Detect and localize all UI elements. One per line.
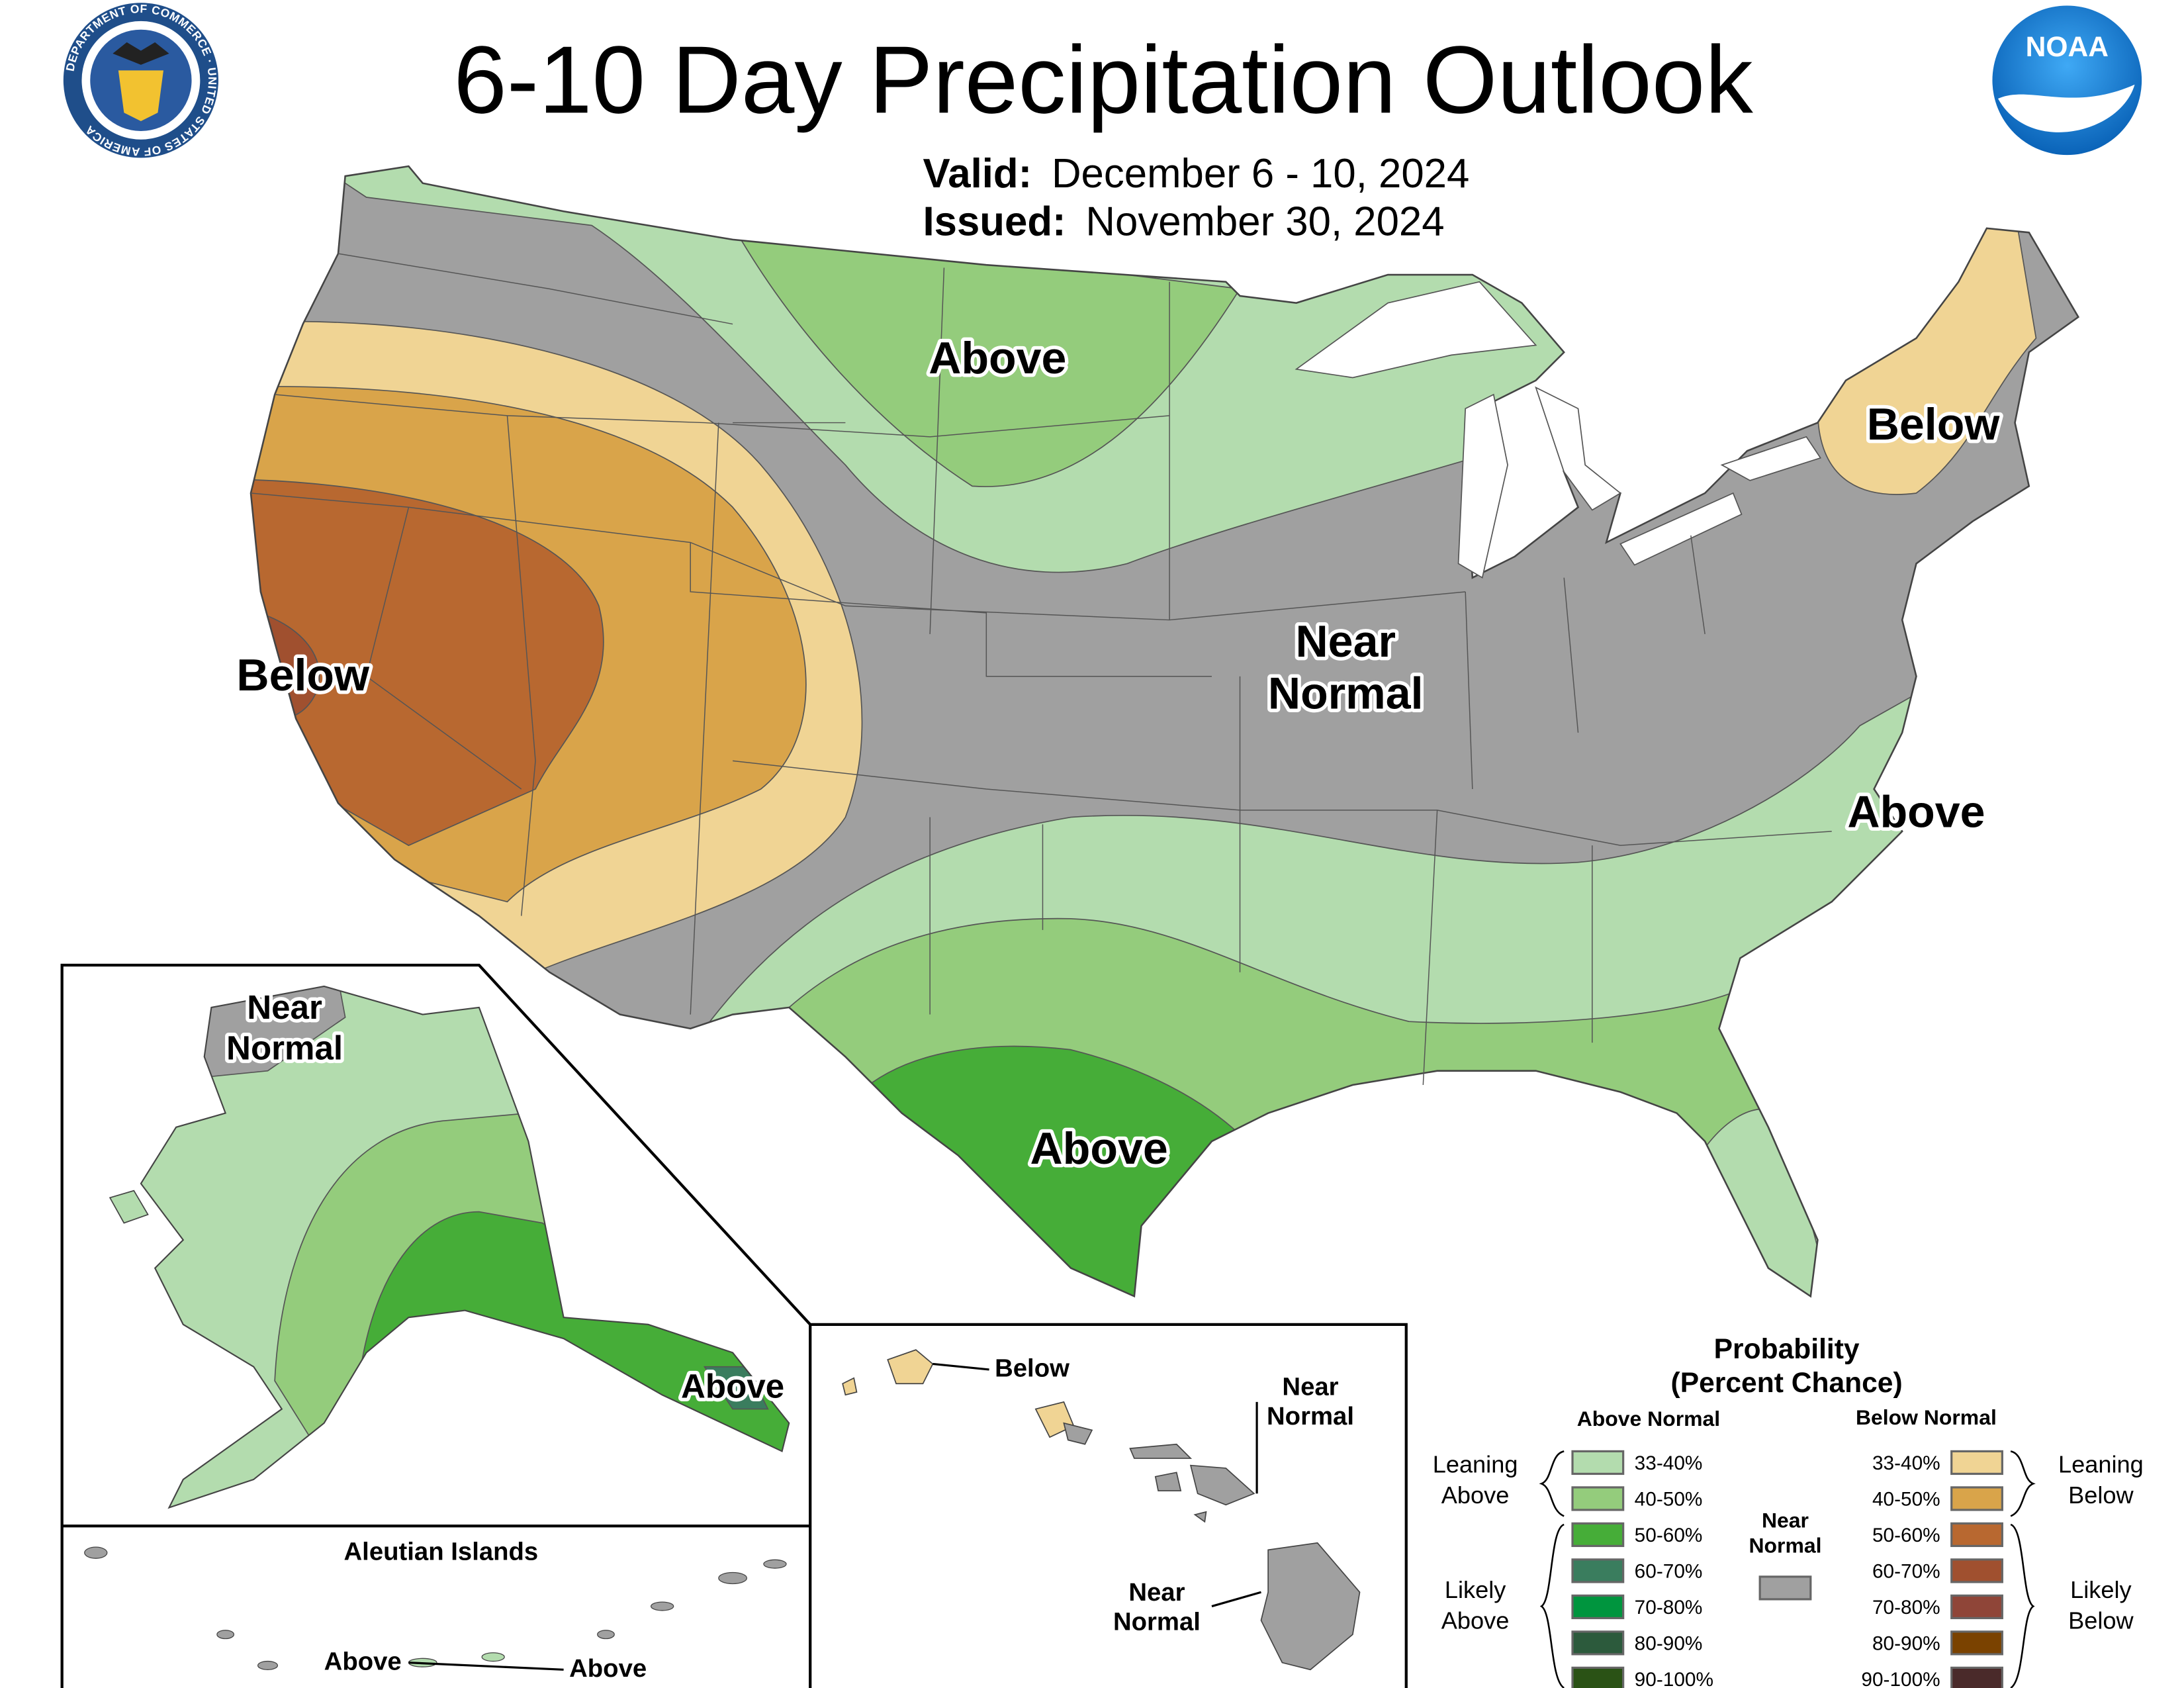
- page-title: 6-10 Day Precipitation Outlook: [453, 26, 1753, 133]
- aleutian-title: Aleutian Islands: [344, 1537, 539, 1566]
- legend-swatch-above-1: [1571, 1486, 1625, 1511]
- legend-swatch-below-4: [1950, 1594, 2003, 1620]
- legend-range-above-0: 33-40%: [1635, 1452, 1703, 1474]
- legend-range-above-4: 70-80%: [1635, 1597, 1703, 1618]
- valid-date: Valid: December 6 - 10, 2024: [923, 151, 1470, 197]
- doc-seal-logo: DEPARTMENT OF COMMERCE · UNITED STATES O…: [64, 2, 219, 159]
- legend-leaning-below: Leaning Below: [2058, 1450, 2144, 1509]
- legend-range-above-1: 40-50%: [1635, 1489, 1703, 1511]
- legend-range-below-1: 40-50%: [1872, 1489, 1940, 1511]
- legend-swatch-below-6: [1950, 1666, 2003, 1688]
- legend-swatch-below-5: [1950, 1630, 2003, 1656]
- label-hawaii-near-normal-b: Near Normal: [1113, 1578, 1201, 1636]
- label-conus-above-texas: Above: [1030, 1123, 1168, 1174]
- legend-near-normal-label: Near Normal: [1749, 1508, 1821, 1557]
- label-conus-near-normal: Near Normal: [1268, 616, 1424, 719]
- legend-swatch-below-3: [1950, 1558, 2003, 1583]
- legend-range-below-3: 60-70%: [1872, 1561, 1940, 1583]
- label-conus-above-southeast: Above: [1847, 786, 1985, 837]
- hawaii-inset: Below Near Normal Near Normal: [842, 1349, 1361, 1671]
- alaska-inset: [109, 985, 790, 1509]
- legend-likely-below: Likely Below: [2068, 1576, 2134, 1634]
- label-alaska-above: Above: [681, 1368, 784, 1405]
- legend-swatch-near-normal: [1758, 1575, 1812, 1601]
- aleutian-inset: Aleutian Islands Above Above: [84, 1537, 787, 1683]
- region-above-50-60-texas: [851, 1045, 1248, 1297]
- label-conus-below-northeast: Below: [1867, 399, 2001, 449]
- label-hawaii-near-normal-a: Near Normal: [1267, 1372, 1354, 1430]
- legend-range-above-5: 80-90%: [1635, 1633, 1703, 1655]
- label-aleutian-above-2: Above: [569, 1654, 647, 1683]
- label-conus-above-north: Above: [929, 333, 1066, 383]
- legend-range-below-2: 50-60%: [1872, 1524, 1940, 1546]
- legend-likely-above: Likely Above: [1441, 1576, 1510, 1634]
- legend-range-above-6: 90-100%: [1635, 1669, 1713, 1688]
- legend-swatch-above-5: [1571, 1630, 1625, 1656]
- legend-swatch-above-6: [1571, 1666, 1625, 1688]
- legend-swatch-above-4: [1571, 1594, 1625, 1620]
- legend-range-below-0: 33-40%: [1872, 1452, 1940, 1474]
- issued-date: Issued: November 30, 2024: [923, 199, 1445, 244]
- legend-swatch-below-0: [1950, 1450, 2003, 1476]
- legend-title: Probability (Percent Chance): [1671, 1333, 1903, 1399]
- legend-range-above-2: 50-60%: [1635, 1524, 1703, 1546]
- label-conus-below-west: Below: [236, 650, 370, 700]
- state-borders: [250, 253, 1832, 1086]
- great-lakes: [1295, 281, 1822, 579]
- conus-map: [250, 165, 2079, 1297]
- legend-above-header: Above Normal: [1577, 1407, 1720, 1430]
- svg-text:NOAA: NOAA: [2026, 31, 2109, 63]
- inset-frame: [60, 963, 1408, 1688]
- legend-below-header: Below Normal: [1856, 1405, 1997, 1429]
- legend-swatch-above-2: [1571, 1522, 1625, 1548]
- legend-swatch-above-3: [1571, 1558, 1625, 1583]
- label-hawaii-below: Below: [995, 1354, 1069, 1383]
- legend-swatch-above-0: [1571, 1450, 1625, 1476]
- legend-range-below-6: 90-100%: [1861, 1669, 1940, 1688]
- legend-swatch-below-2: [1950, 1522, 2003, 1548]
- legend: Probability (Percent Chance) Above Normal…: [1433, 1333, 2144, 1688]
- legend-range-below-5: 80-90%: [1872, 1633, 1940, 1655]
- label-aleutian-above-1: Above: [324, 1647, 402, 1675]
- legend-braces: [1539, 1450, 2036, 1688]
- region-above-40-50-north: [731, 224, 1241, 487]
- legend-range-below-4: 70-80%: [1872, 1597, 1940, 1618]
- legend-range-above-3: 60-70%: [1635, 1561, 1703, 1583]
- label-alaska-near-normal: Near Normal: [226, 988, 343, 1067]
- legend-swatch-below-1: [1950, 1486, 2003, 1511]
- noaa-logo: NOAA: [1992, 5, 2142, 156]
- legend-leaning-above: Leaning Above: [1433, 1450, 1518, 1509]
